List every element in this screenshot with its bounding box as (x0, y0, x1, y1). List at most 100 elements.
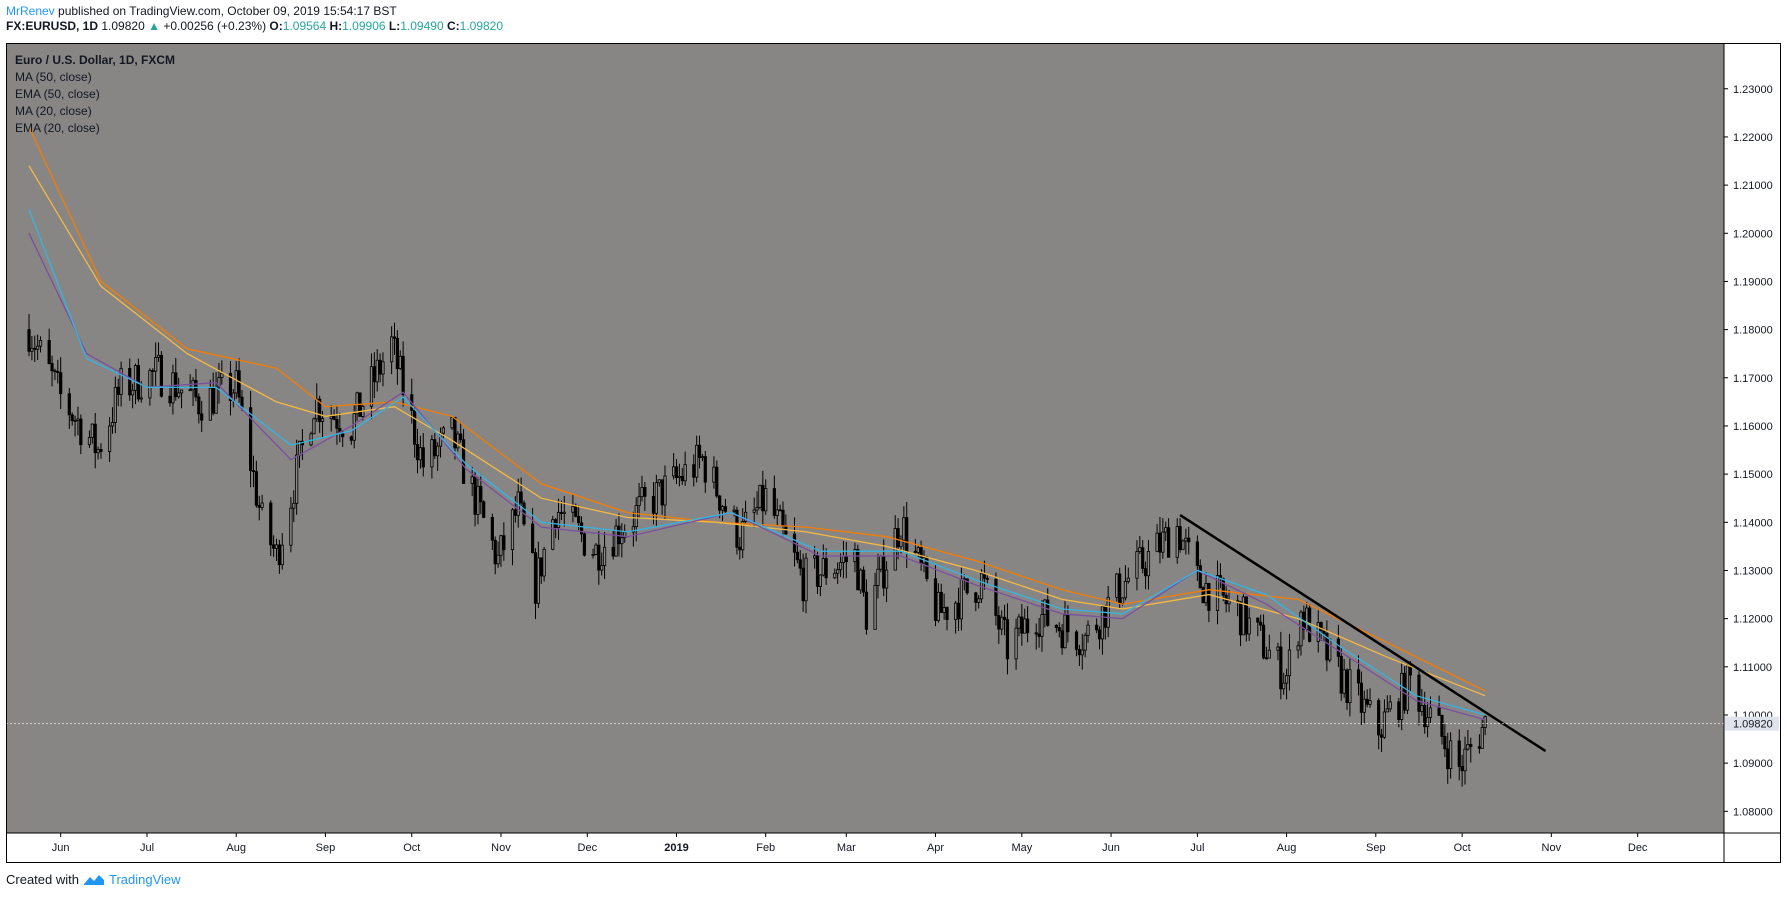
candle (418, 435, 422, 469)
candle (151, 368, 155, 387)
candle (513, 495, 517, 523)
candle-body (611, 546, 615, 557)
candle-body (496, 554, 500, 565)
candle-body (916, 547, 920, 553)
candle-body (597, 544, 601, 571)
candle (600, 552, 604, 576)
candle (499, 534, 503, 567)
candle-body (1074, 631, 1079, 650)
candle (939, 583, 943, 613)
candle-body (1178, 526, 1182, 551)
candle-body (1460, 766, 1464, 772)
candle-body (663, 475, 667, 506)
candle-body (392, 336, 397, 339)
author-link[interactable]: MrRenev (6, 4, 55, 18)
time-axis[interactable]: Jun Jul Aug Sep Oct Nov Dec 2019 Feb Mar Apr May Jun… (52, 833, 1648, 854)
price-chart[interactable]: 1.23000 1.22000 1.21000 1.20000 1.19000 1.180… (6, 43, 1781, 863)
candle-body (1359, 682, 1364, 713)
candle (695, 435, 699, 483)
candle (33, 335, 37, 363)
candle-body (634, 505, 638, 528)
candle-body (876, 568, 880, 586)
candle (1342, 658, 1346, 698)
candle-body (1342, 669, 1346, 694)
candle-body (200, 413, 204, 421)
candle (916, 544, 920, 559)
candle-body (50, 363, 54, 372)
candle (1178, 518, 1182, 553)
candle-body (654, 482, 658, 514)
candle-body (1115, 573, 1119, 598)
candle (413, 406, 417, 458)
candle (1279, 631, 1283, 700)
candle-body (269, 502, 273, 546)
candle (1020, 603, 1024, 646)
candle-body (821, 558, 825, 576)
candle (349, 435, 353, 445)
legend-item-ma20[interactable]: MA (20, close) (15, 104, 92, 118)
candle-body (1385, 708, 1389, 713)
last-price-badge-bg (1725, 716, 1779, 731)
candle (672, 453, 676, 480)
legend-item-ema20[interactable]: EMA (20, close) (15, 121, 100, 135)
candle-body (1057, 627, 1061, 632)
candle-body (643, 487, 647, 497)
candle-body (1276, 646, 1280, 651)
candle-body (873, 585, 877, 630)
candle (1155, 524, 1159, 552)
legend-item-ema50[interactable]: EMA (50, close) (15, 87, 100, 101)
candle-body (1261, 624, 1266, 659)
candle-body (778, 509, 782, 512)
candle (1319, 621, 1323, 641)
candle-body (1017, 616, 1021, 629)
y-tick-label: 1.23000 (1733, 84, 1773, 96)
candle (470, 466, 474, 497)
candle (179, 389, 184, 409)
candle (217, 362, 221, 404)
candle-body (562, 511, 566, 514)
tradingview-brand[interactable]: TradingView (108, 872, 181, 887)
candle-body (933, 578, 938, 621)
candle (571, 494, 575, 523)
legend-item-ma50[interactable]: MA (50, close) (15, 70, 92, 84)
candle-body (672, 466, 676, 477)
candle (936, 583, 940, 623)
candle-body (188, 389, 192, 392)
candle (1417, 671, 1421, 726)
candle (1083, 632, 1087, 658)
candle-body (752, 509, 756, 513)
tradingview-logo-icon[interactable] (83, 874, 105, 886)
ema20-line (28, 208, 1486, 716)
candle-body (1025, 618, 1030, 634)
candle-body (795, 551, 799, 561)
candle (208, 379, 212, 421)
x-tick-label: Oct (1454, 842, 1471, 854)
candle-body (680, 475, 684, 482)
candle-body (637, 496, 641, 506)
candle (1276, 642, 1280, 661)
candle-body (1161, 531, 1165, 553)
candle-body (692, 464, 696, 478)
x-tick-label: Dec (578, 842, 598, 854)
candle-body (1141, 547, 1145, 569)
candle (119, 361, 123, 407)
candle (456, 431, 460, 452)
candle (634, 497, 638, 542)
candle (1123, 565, 1128, 601)
candle (1074, 629, 1079, 657)
candle-body (1241, 596, 1246, 636)
candle (116, 378, 120, 407)
candle (131, 383, 135, 409)
candle-body (47, 340, 51, 364)
price-axis[interactable]: 1.23000 1.22000 1.21000 1.20000 1.19000 1.180… (1724, 84, 1779, 819)
candle-body (1463, 748, 1467, 772)
candle-body (602, 546, 607, 566)
candle-body (859, 569, 863, 591)
candle (896, 518, 900, 560)
candle-body (113, 386, 117, 423)
candle (441, 425, 446, 439)
candle-body (1325, 632, 1329, 661)
candle-body (33, 347, 37, 350)
x-tick-label: Nov (1542, 842, 1562, 854)
candle (309, 431, 313, 447)
